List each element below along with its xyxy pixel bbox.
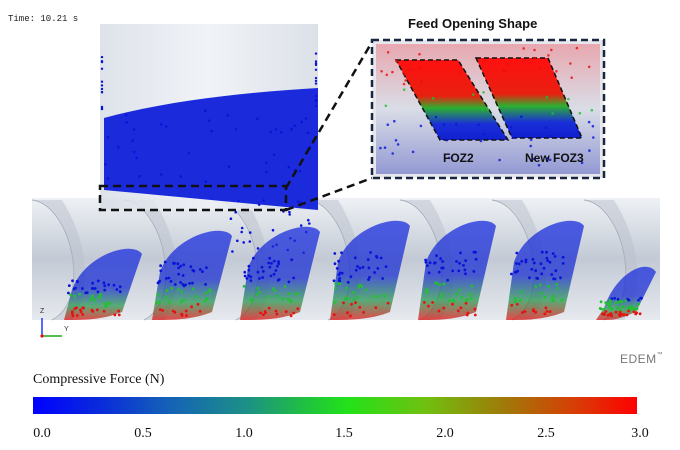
axis-z-label: Z <box>40 308 45 315</box>
particle-packet <box>64 248 142 320</box>
legend-tick: 1.0 <box>235 426 253 441</box>
time-readout: Time: 10.21 s <box>8 14 79 24</box>
foz2-opening-shape <box>394 59 510 141</box>
edem-logo-text: EDEM <box>620 352 657 366</box>
particle-packet <box>506 220 584 320</box>
particle-packet <box>240 226 320 320</box>
colorbar <box>33 397 637 414</box>
particle-packets <box>64 220 656 320</box>
foz2-label: FOZ2 <box>443 151 474 165</box>
legend-tick: 0.0 <box>33 426 51 441</box>
legend-tick: 2.5 <box>537 426 555 441</box>
particle-packet <box>596 266 656 320</box>
simulation-scene <box>31 24 660 338</box>
axis-triad <box>40 318 62 338</box>
particle-packet <box>152 230 232 320</box>
new-foz3-label: New FOZ3 <box>525 151 584 165</box>
legend-tick: 0.5 <box>134 426 152 441</box>
feed-hopper <box>100 24 318 254</box>
feed-opening-inset <box>370 38 606 180</box>
legend-title: Compressive Force (N) <box>33 372 165 387</box>
edem-trademark: ™ <box>656 352 664 358</box>
zoom-lines <box>98 41 374 212</box>
legend-tick: 2.0 <box>436 426 454 441</box>
particle-packet <box>330 220 410 320</box>
color-legend: Compressive Force (N) 0.0 0.5 1.0 1.5 2.… <box>0 370 680 450</box>
simulation-viewport[interactable]: Time: 10.21 s Feed Opening Shape FOZ2 Ne… <box>0 0 680 370</box>
legend-tick: 1.5 <box>335 426 353 441</box>
foz3-opening-shape <box>474 57 584 139</box>
inset-title: Feed Opening Shape <box>408 16 538 31</box>
axis-y-label: Y <box>64 326 69 333</box>
edem-logo: EDEM™ <box>620 352 663 366</box>
legend-tick: 3.0 <box>631 426 649 441</box>
particle-packet <box>418 220 496 320</box>
